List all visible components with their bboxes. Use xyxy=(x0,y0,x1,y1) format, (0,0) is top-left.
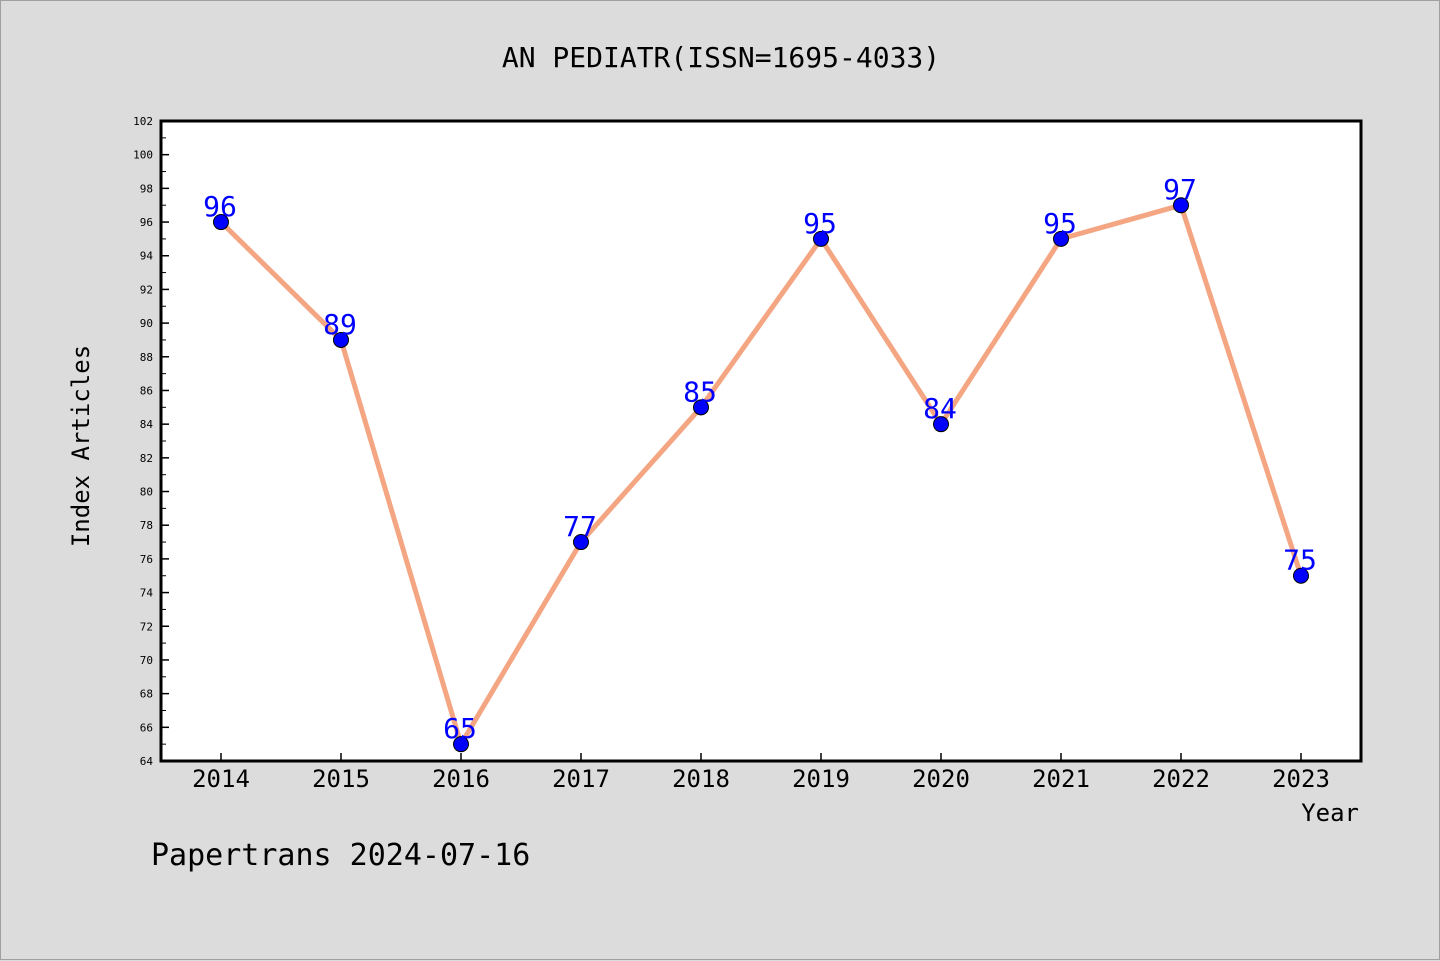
y-tick-label: 72 xyxy=(140,620,153,633)
y-tick-label: 80 xyxy=(140,486,153,499)
y-tick-label: 90 xyxy=(140,317,153,330)
x-tick-label: 2014 xyxy=(192,765,250,793)
x-tick-label: 2017 xyxy=(552,765,610,793)
y-tick-label: 88 xyxy=(140,351,153,364)
series-group: 96 89 65 77 85 95 84 95 97 75 xyxy=(203,173,1317,753)
x-tick-label: 2023 xyxy=(1272,765,1330,793)
y-tick-label: 74 xyxy=(140,587,154,600)
y-tick-label: 86 xyxy=(140,384,153,397)
data-point xyxy=(333,331,349,348)
data-label: 75 xyxy=(1283,544,1317,577)
data-label: 85 xyxy=(683,375,717,408)
x-tick-label: 2019 xyxy=(792,765,850,793)
data-label: 65 xyxy=(443,712,477,745)
y-tick-label: 94 xyxy=(140,250,154,263)
series-line xyxy=(219,202,1304,747)
chart-title: AN PEDIATR(ISSN=1695-4033) xyxy=(502,41,940,74)
y-tick-label: 78 xyxy=(140,519,153,532)
y-tick-label: 70 xyxy=(140,654,153,667)
y-tick-label: 96 xyxy=(140,216,153,229)
footer-credit: Papertrans 2024-07-16 xyxy=(151,838,530,873)
data-point xyxy=(813,230,829,247)
x-tick-label: 2022 xyxy=(1152,765,1210,793)
data-point xyxy=(213,214,229,231)
x-tick-label: 2020 xyxy=(912,765,970,793)
data-point xyxy=(573,534,589,551)
data-label: 95 xyxy=(1043,207,1077,240)
data-label: 97 xyxy=(1163,173,1197,206)
y-tick-label: 76 xyxy=(140,553,153,566)
y-tick-label: 100 xyxy=(133,149,153,162)
data-label: 89 xyxy=(323,308,357,341)
data-point xyxy=(693,399,709,416)
x-tick-label: 2018 xyxy=(672,765,730,793)
y-axis-label: Index Articles xyxy=(67,345,95,547)
data-point xyxy=(1293,567,1309,584)
data-point xyxy=(1173,197,1189,214)
data-point xyxy=(933,416,949,433)
x-tick-label: 2021 xyxy=(1032,765,1090,793)
data-label: 77 xyxy=(563,510,597,543)
y-tick-label: 84 xyxy=(140,418,154,431)
plot-area xyxy=(159,119,1363,763)
y-tick-label: 82 xyxy=(140,452,153,465)
y-tick-label: 68 xyxy=(140,688,153,701)
x-tick-label: 2015 xyxy=(312,765,370,793)
x-tick-label: 2016 xyxy=(432,765,490,793)
y-axis: 64 66 68 70 72 74 76 78 80 82 84 86 88 90 92 94 96 98 100 1… xyxy=(133,115,169,768)
data-point xyxy=(453,736,469,753)
data-label: 84 xyxy=(923,392,957,425)
x-axis: 2014 2015 2016 2017 2018 2019 2020 2021 2022 2023 xyxy=(192,753,1330,793)
y-tick-label: 98 xyxy=(140,182,153,195)
y-tick-label: 66 xyxy=(140,721,153,734)
data-label: 95 xyxy=(803,207,837,240)
y-tick-label: 92 xyxy=(140,283,153,296)
data-point xyxy=(1053,230,1069,247)
data-label: 96 xyxy=(203,190,237,223)
y-tick-label: 102 xyxy=(133,115,153,128)
y-tick-label: 64 xyxy=(140,755,154,768)
x-axis-label: Year xyxy=(1301,799,1359,827)
